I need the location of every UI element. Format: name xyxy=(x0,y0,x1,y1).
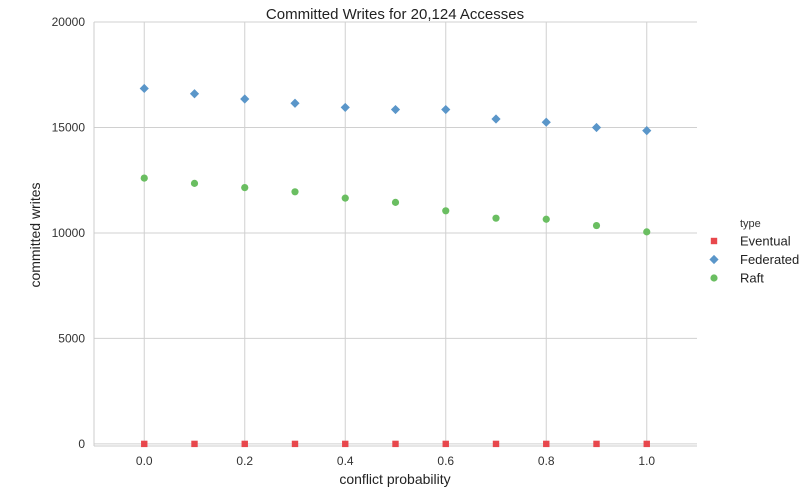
eventual-point xyxy=(241,440,248,448)
federated-point xyxy=(290,98,300,108)
raft-point xyxy=(241,183,249,192)
y-tick-label: 20000 xyxy=(52,15,86,29)
federated-point xyxy=(390,104,401,115)
raft-point xyxy=(190,179,199,187)
raft-point xyxy=(341,194,349,202)
federated-point xyxy=(240,94,250,104)
legend-marker-eventual xyxy=(710,237,718,245)
x-tick-label: 0.2 xyxy=(236,454,253,468)
legend-label-raft: Raft xyxy=(740,271,764,286)
legend-title: type xyxy=(740,218,761,230)
raft-point xyxy=(542,215,550,223)
y-tick-label: 5000 xyxy=(58,331,85,345)
x-tick-label: 0.0 xyxy=(136,454,153,468)
axes xyxy=(93,22,697,447)
x-tick-label: 0.6 xyxy=(437,454,454,468)
eventual-point xyxy=(492,440,500,448)
ticks: 0 5000 10000 15000 20000 0.0 0.2 0.4 0.6 0.8 1.0 xyxy=(52,15,656,468)
federated-point xyxy=(441,104,451,115)
eventual-point xyxy=(392,440,399,448)
x-axis-title: conflict probability xyxy=(339,471,450,487)
x-tick-label: 0.4 xyxy=(337,454,354,468)
legend-marker-federated xyxy=(709,254,719,265)
federated-point xyxy=(541,117,551,127)
raft-point xyxy=(592,221,601,230)
raft-point xyxy=(492,214,500,222)
raft-point xyxy=(643,228,651,236)
raft-point xyxy=(140,174,148,182)
eventual-point xyxy=(543,440,550,448)
y-axis-title: committed writes xyxy=(27,182,43,287)
eventual-point xyxy=(342,440,349,448)
eventual-point xyxy=(141,440,148,448)
eventual-point xyxy=(191,440,198,448)
federated-point xyxy=(642,126,652,136)
raft-point xyxy=(291,188,299,196)
federated-point xyxy=(591,122,602,133)
federated-point xyxy=(491,114,501,124)
x-tick-label: 0.8 xyxy=(538,454,555,468)
y-tick-label: 15000 xyxy=(52,120,86,134)
x-tick-label: 1.0 xyxy=(638,454,655,468)
eventual-point xyxy=(593,440,600,448)
y-tick-label: 10000 xyxy=(52,226,86,240)
legend: type Eventual Federated Raft xyxy=(709,218,799,286)
y-tick-label: 0 xyxy=(78,437,85,451)
eventual-point xyxy=(643,440,650,448)
grid xyxy=(94,21,697,446)
raft-point xyxy=(442,207,450,215)
legend-label-federated: Federated xyxy=(740,252,799,267)
eventual-point xyxy=(442,440,449,448)
federated-point xyxy=(189,89,200,99)
eventual-point xyxy=(291,440,299,448)
raft-point xyxy=(391,198,400,206)
federated-point xyxy=(139,83,149,94)
federated-point xyxy=(340,102,350,113)
data-points xyxy=(139,83,652,448)
chart-title: Committed Writes for 20,124 Accesses xyxy=(266,6,524,23)
legend-marker-raft xyxy=(710,274,718,282)
legend-label-eventual: Eventual xyxy=(740,234,791,249)
